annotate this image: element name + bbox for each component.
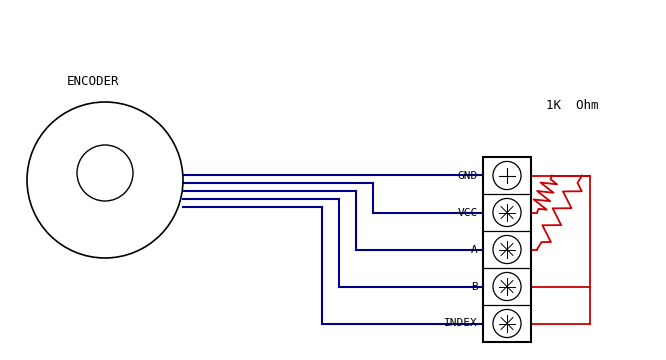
Text: 1K  Ohm: 1K Ohm [545, 99, 598, 112]
Text: ENCODER: ENCODER [67, 75, 119, 88]
Text: B: B [472, 282, 478, 292]
Text: A: A [472, 244, 478, 255]
Text: GND: GND [458, 171, 478, 180]
Text: INDEX: INDEX [444, 319, 478, 328]
Text: VCC: VCC [458, 207, 478, 217]
Bar [483, 157, 531, 342]
